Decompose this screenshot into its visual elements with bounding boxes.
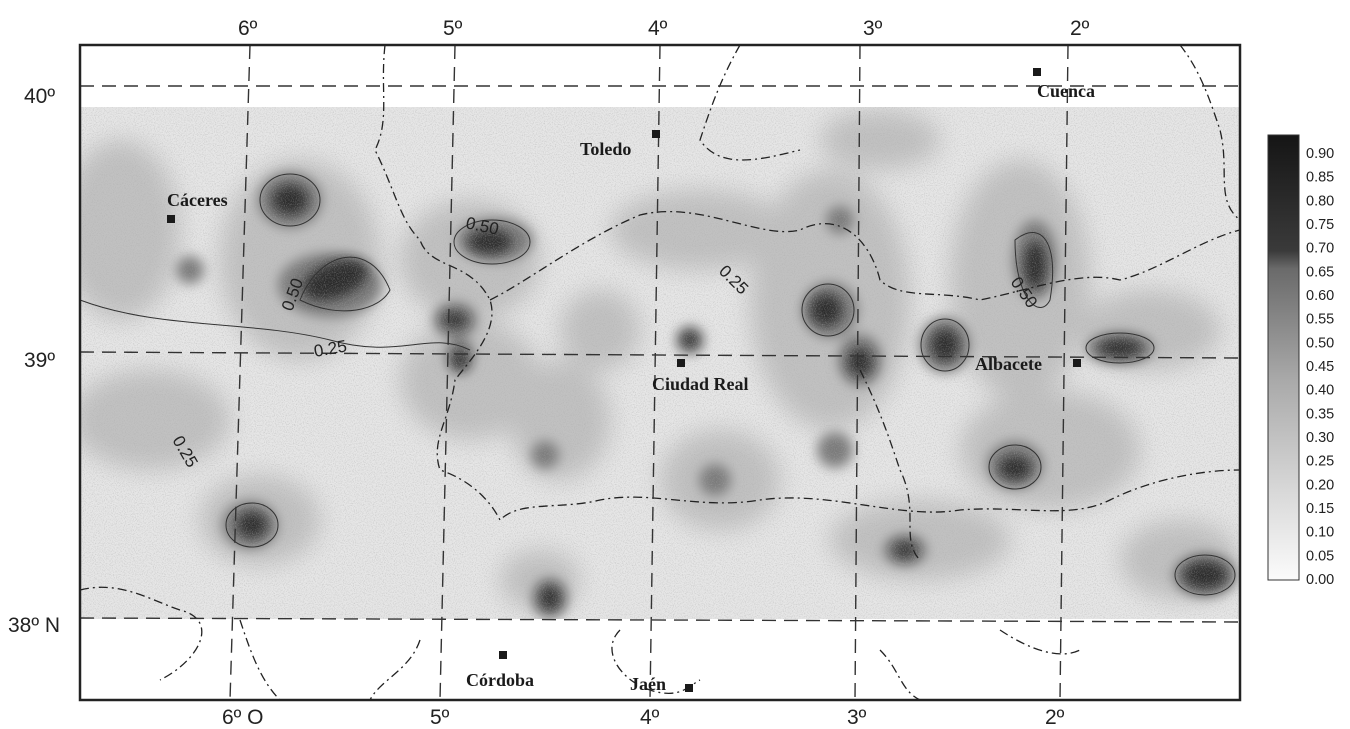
longitude-label-top: 3º — [863, 17, 883, 40]
city-marker-ciudad-real — [677, 359, 685, 367]
city-marker-jaen — [685, 684, 693, 692]
legend-tick-label: 0.75 — [1306, 217, 1334, 233]
legend-color-bar — [1267, 134, 1300, 581]
longitude-label-bottom: 5º — [430, 706, 450, 729]
city-label-caceres: Cáceres — [167, 190, 228, 210]
province-boundaries — [79, 44, 1241, 701]
legend: 0.90 0.85 0.80 0.75 0.70 0.65 0.60 0.55 0.50 0.45… — [1267, 134, 1334, 588]
latitude-label: 38º N — [8, 614, 60, 637]
city-label-cuenca: Cuenca — [1037, 81, 1095, 101]
city-marker-cuenca — [1033, 68, 1041, 76]
longitude-label-bottom: 3º — [847, 706, 867, 729]
legend-tick-label: 0.80 — [1306, 193, 1334, 209]
city-label-jaen: Jaén — [630, 674, 666, 694]
legend-tick-label: 0.85 — [1306, 170, 1334, 186]
city-label-albacete: Albacete — [975, 354, 1042, 374]
legend-tick-label: 0.50 — [1306, 335, 1334, 351]
legend-tick-label: 0.20 — [1306, 477, 1334, 493]
legend-tick-label: 0.15 — [1306, 501, 1334, 517]
longitude-label-top: 6º — [238, 17, 258, 40]
legend-tick-label: 0.60 — [1306, 288, 1334, 304]
legend-tick-label: 0.30 — [1306, 430, 1334, 446]
longitude-label-bottom: 4º — [640, 706, 660, 729]
legend-tick-label: 0.25 — [1306, 454, 1334, 470]
city-label-ciudad-real: Ciudad Real — [652, 374, 749, 394]
city-marker-toledo — [652, 130, 660, 138]
legend-tick-label: 0.65 — [1306, 264, 1334, 280]
contour-lines — [79, 173, 1236, 596]
graticule — [79, 44, 1241, 701]
legend-tick-label: 0.00 — [1306, 572, 1334, 588]
longitude-label-top: 4º — [648, 17, 668, 40]
legend-tick-label: 0.35 — [1306, 406, 1334, 422]
longitude-label-top: 2º — [1070, 17, 1090, 40]
latitude-label: 39º — [24, 349, 55, 372]
legend-tick-label: 0.45 — [1306, 359, 1334, 375]
city-label-cordoba: Córdoba — [466, 670, 534, 690]
latitude-label: 40º — [24, 85, 55, 108]
legend-tick-label: 0.10 — [1306, 525, 1334, 541]
longitude-label-top: 5º — [443, 17, 463, 40]
map-frame — [78, 43, 1242, 702]
city-marker-albacete — [1073, 359, 1081, 367]
city-marker-cordoba — [499, 651, 507, 659]
legend-tick-label: 0.40 — [1306, 383, 1334, 399]
longitude-label-bottom: 6º O — [222, 706, 264, 729]
city-markers — [167, 68, 1081, 692]
legend-tick-label: 0.05 — [1306, 548, 1334, 564]
legend-tick-label: 0.90 — [1306, 146, 1334, 162]
city-marker-caceres — [167, 215, 175, 223]
city-label-toledo: Toledo — [580, 139, 631, 159]
longitude-label-bottom: 2º — [1045, 706, 1065, 729]
legend-tick-label: 0.55 — [1306, 312, 1334, 328]
legend-tick-label: 0.70 — [1306, 241, 1334, 257]
intensity-field — [80, 107, 1240, 619]
